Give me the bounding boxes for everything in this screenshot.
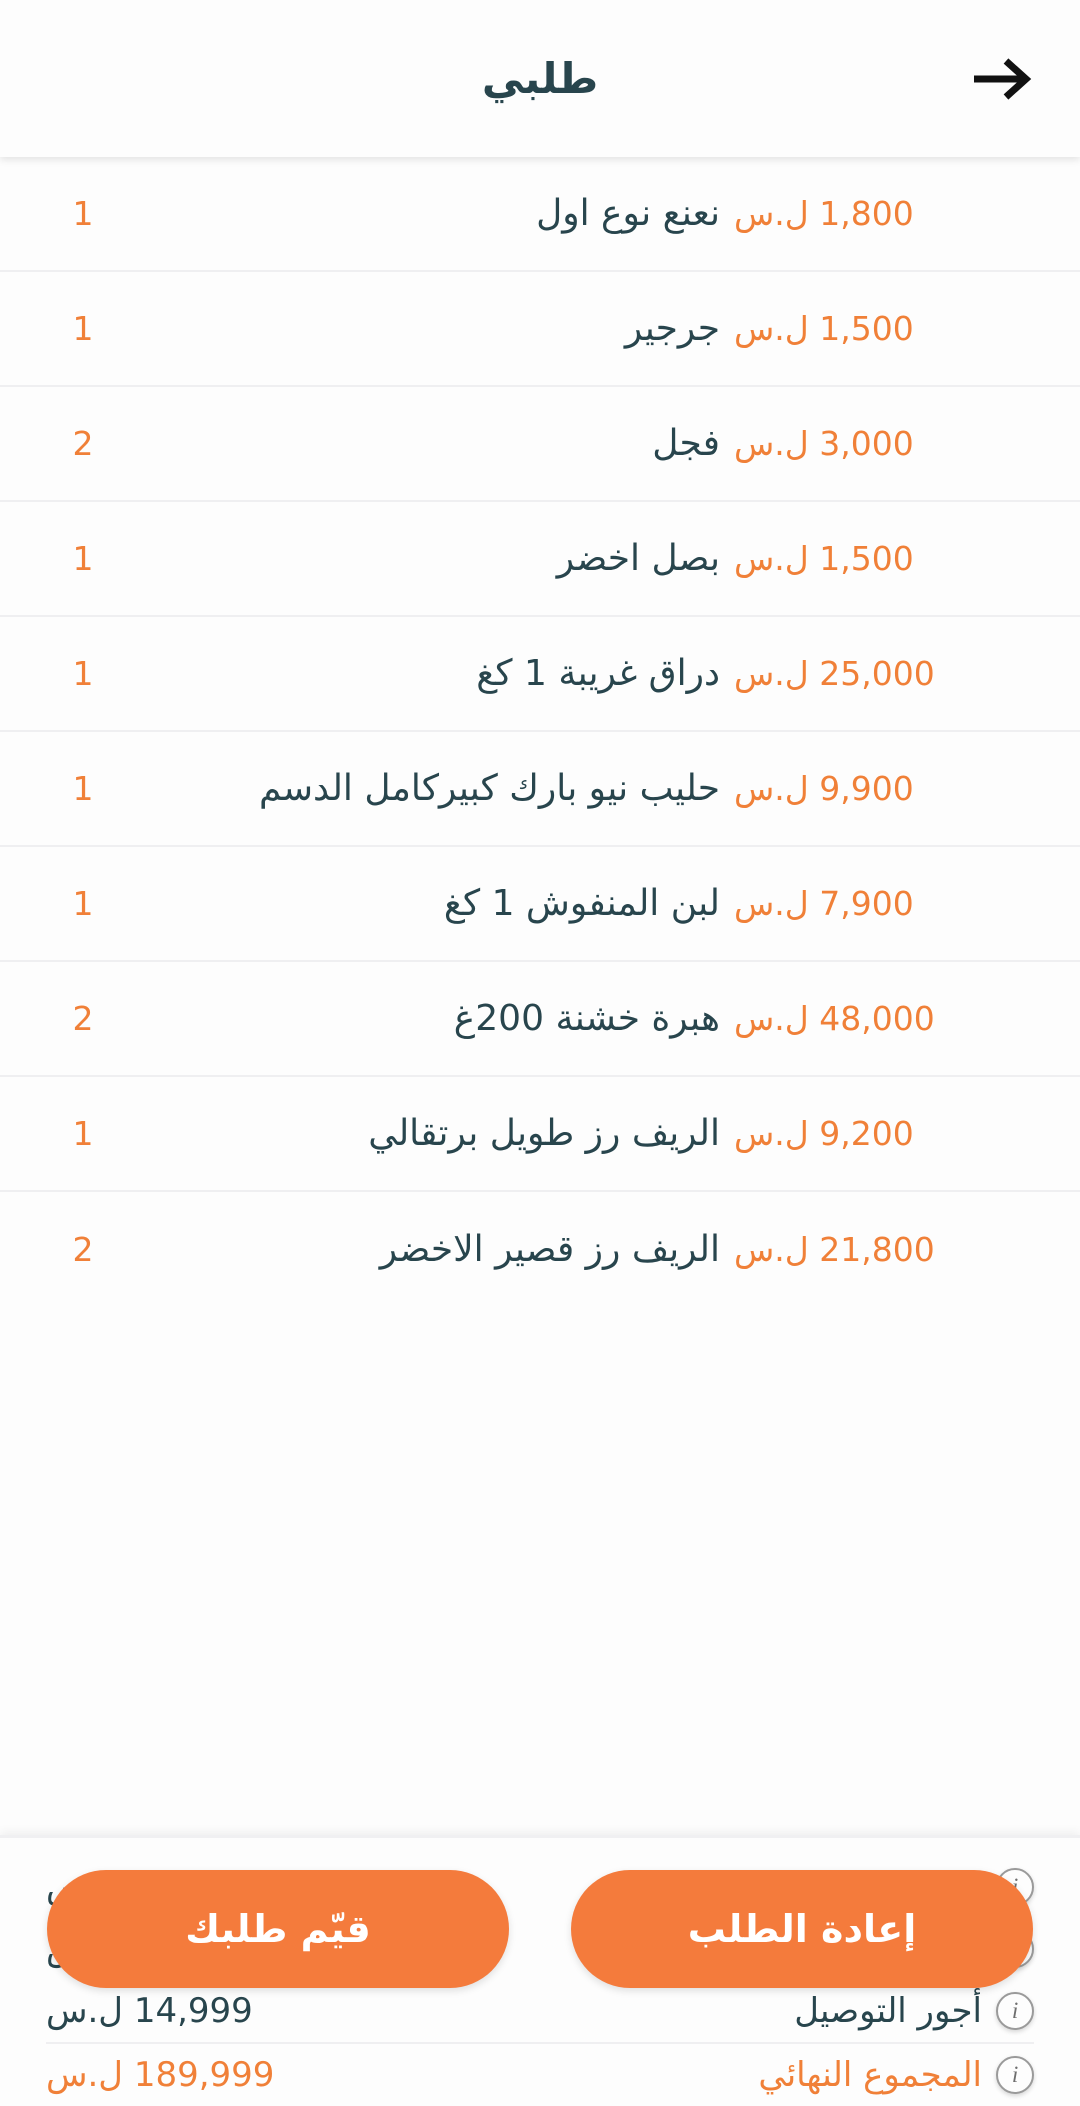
summary-value: 189,999 ل.س <box>46 2055 275 2095</box>
info-icon[interactable]: i <box>996 1992 1034 2030</box>
order-action-bar: إعادة الطلب قيّم طلبك <box>0 1870 1080 1988</box>
order-item-quantity: 1 <box>72 308 94 348</box>
order-item-name: لبن المنفوش 1 كغ <box>443 882 720 924</box>
page-title: طلبي <box>481 54 599 103</box>
order-item-price: 48,000 ل.س <box>734 998 935 1038</box>
order-items-list[interactable]: 1,800 ل.س نعنع نوع اول 1 1,500 ل.س جرجير 1 3,0… <box>0 157 1080 1835</box>
order-item-row[interactable]: 9,200 ل.س الريف رز طويل برتقالي 1 <box>0 1077 1080 1192</box>
order-item-price: 9,900 ل.س <box>734 768 914 808</box>
order-item-price: 1,500 ل.س <box>734 538 914 578</box>
order-item-price: 21,800 ل.س <box>734 1229 935 1269</box>
order-item-row[interactable]: 1,800 ل.س نعنع نوع اول 1 <box>0 157 1080 272</box>
order-item-row[interactable]: 48,000 ل.س هبرة خشنة 200غ 2 <box>0 962 1080 1077</box>
order-item-row[interactable]: 21,800 ل.س الريف رز قصير الاخضر 2 <box>0 1192 1080 1307</box>
order-item-name: هبرة خشنة 200غ <box>453 997 720 1039</box>
order-item-row[interactable]: 3,000 ل.س فجل 2 <box>0 387 1080 502</box>
summary-label: المجموع النهائي <box>758 2055 982 2095</box>
order-item-quantity: 1 <box>72 768 94 808</box>
order-item-quantity: 1 <box>72 1113 94 1153</box>
order-item-name: حليب نيو بارك كبيركامل الدسم <box>258 767 720 809</box>
order-item-row[interactable]: 1,500 ل.س جرجير 1 <box>0 272 1080 387</box>
back-arrow-right-icon[interactable] <box>958 36 1044 122</box>
order-item-quantity: 1 <box>72 538 94 578</box>
rate-order-button[interactable]: قيّم طلبك <box>47 1870 509 1988</box>
order-item-quantity: 2 <box>72 423 94 463</box>
summary-label-group: المجموع النهائي i <box>758 2055 1034 2095</box>
order-item-quantity: 1 <box>72 653 94 693</box>
summary-value: 14,999 ل.س <box>46 1991 253 2031</box>
order-item-price: 3,000 ل.س <box>734 423 914 463</box>
order-item-name: فجل <box>652 422 720 464</box>
order-item-quantity: 1 <box>72 193 94 233</box>
reorder-button[interactable]: إعادة الطلب <box>571 1870 1033 1988</box>
info-icon[interactable]: i <box>996 2056 1034 2094</box>
order-item-price: 1,800 ل.س <box>734 193 914 233</box>
summary-row: أجور التوصيل i 14,999 ل.س <box>46 1980 1034 2042</box>
order-item-name: الريف رز قصير الاخضر <box>379 1228 720 1270</box>
order-item-row[interactable]: 9,900 ل.س حليب نيو بارك كبيركامل الدسم 1 <box>0 732 1080 847</box>
order-item-quantity: 2 <box>72 998 94 1038</box>
app-header: طلبي <box>0 0 1080 157</box>
order-item-name: جرجير <box>624 307 720 349</box>
order-item-name: الريف رز طويل برتقالي <box>368 1112 720 1154</box>
order-item-name: دراق غريبة 1 كغ <box>476 652 720 694</box>
order-item-name: بصل اخضر <box>556 537 720 579</box>
summary-row: المجموع النهائي i 189,999 ل.س <box>46 2042 1034 2106</box>
order-item-price: 9,200 ل.س <box>734 1113 914 1153</box>
order-item-price: 1,500 ل.س <box>734 308 914 348</box>
order-item-quantity: 2 <box>72 1229 94 1269</box>
order-item-row[interactable]: 1,500 ل.س بصل اخضر 1 <box>0 502 1080 617</box>
order-item-price: 25,000 ل.س <box>734 653 935 693</box>
order-item-price: 7,900 ل.س <box>734 883 914 923</box>
order-item-quantity: 1 <box>72 883 94 923</box>
order-item-name: نعنع نوع اول <box>536 192 720 234</box>
order-item-row[interactable]: 25,000 ل.س دراق غريبة 1 كغ 1 <box>0 617 1080 732</box>
order-item-row[interactable]: 7,900 ل.س لبن المنفوش 1 كغ 1 <box>0 847 1080 962</box>
summary-label: أجور التوصيل <box>794 1991 982 2031</box>
summary-label-group: أجور التوصيل i <box>794 1991 1034 2031</box>
